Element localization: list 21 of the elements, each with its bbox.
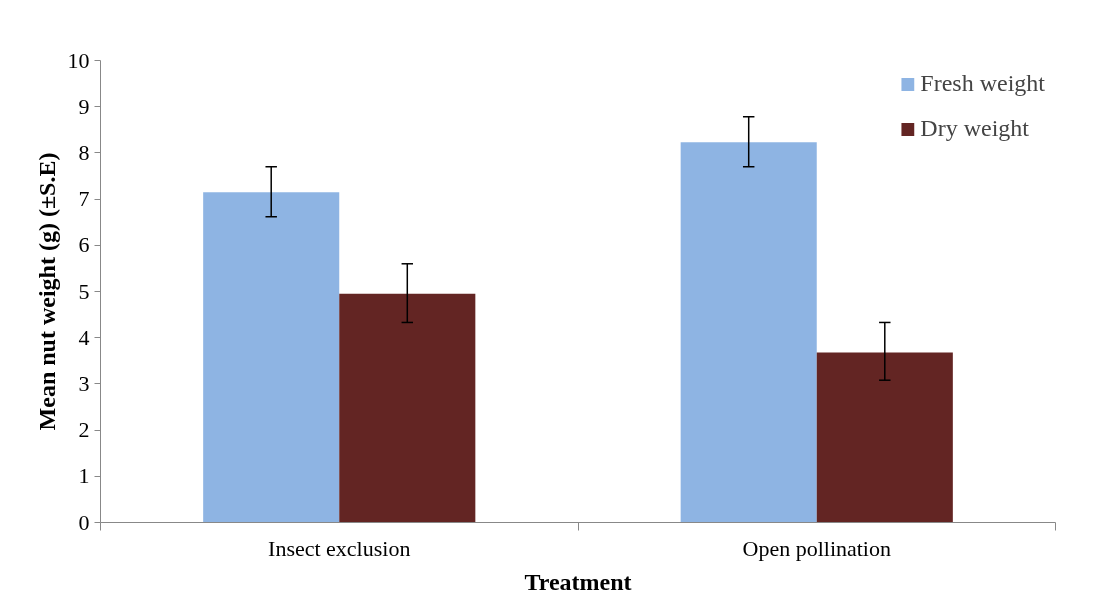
y-tick-label: 8 <box>78 139 90 165</box>
y-tick-label: 1 <box>78 463 90 489</box>
y-tick-label: 4 <box>78 324 90 350</box>
y-tick-label: 3 <box>78 370 90 396</box>
y-tick-label: 9 <box>78 93 90 119</box>
y-tick-label: 0 <box>78 509 90 535</box>
bar <box>680 142 817 523</box>
x-tick-label: Insect exclusion <box>268 535 411 561</box>
y-tick-label: 6 <box>78 232 90 258</box>
x-tick-label: Open pollination <box>742 535 891 561</box>
bar <box>339 293 476 523</box>
y-tick-label: 7 <box>78 186 90 212</box>
y-axis-title: Mean nut weight (g) (±S.E) <box>33 152 60 431</box>
bar <box>203 192 340 523</box>
legend-label: Dry weight <box>920 115 1029 142</box>
y-tick-label: 2 <box>78 417 90 443</box>
legend-label: Fresh weight <box>920 70 1045 97</box>
y-tick-label: 5 <box>78 278 90 304</box>
x-axis-title: Treatment <box>524 568 632 595</box>
bar <box>816 352 953 523</box>
y-tick-label: 10 <box>67 47 90 73</box>
